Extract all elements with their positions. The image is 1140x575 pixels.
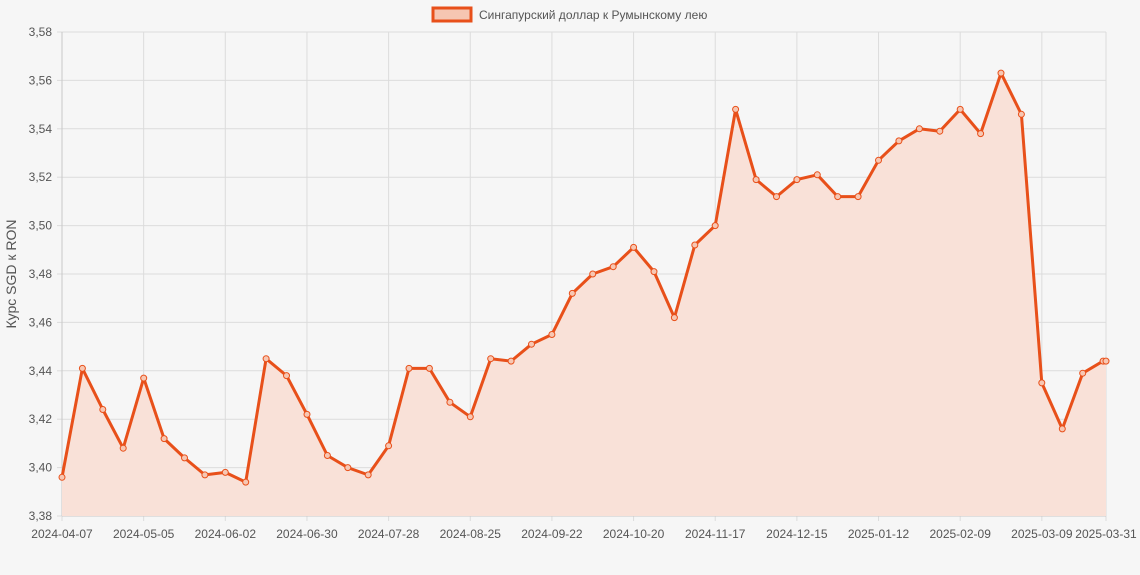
data-point [609, 263, 617, 271]
x-tick-label: 2024-08-25 [440, 527, 502, 541]
legend-label: Сингапурский доллар к Румынскому лею [479, 8, 707, 22]
data-point [977, 130, 985, 138]
data-point [181, 454, 188, 462]
legend[interactable]: Сингапурский доллар к Румынскому лею [431, 6, 707, 23]
data-point [303, 410, 311, 418]
y-tick-label: 3,38 [29, 509, 53, 523]
data-point [589, 270, 597, 278]
y-tick-label: 3,52 [29, 170, 53, 184]
series-layer [58, 69, 1110, 516]
y-tick-label: 3,56 [29, 73, 53, 87]
data-point [385, 442, 393, 450]
data-point [283, 372, 290, 380]
data-point [670, 314, 678, 322]
data-point [936, 127, 944, 135]
data-point [568, 289, 576, 297]
data-point [711, 222, 719, 230]
data-point [548, 331, 556, 338]
x-tick-label: 2025-03-31 [1075, 527, 1137, 541]
y-tick-label: 3,46 [29, 315, 53, 329]
data-point [487, 355, 495, 363]
x-tick-label: 2024-04-07 [31, 527, 93, 541]
data-point [1017, 110, 1025, 118]
x-tick-label: 2024-05-05 [113, 527, 175, 541]
data-point [201, 471, 209, 479]
y-tick-label: 3,50 [29, 219, 53, 233]
data-point [1102, 357, 1110, 365]
data-point [58, 473, 66, 481]
x-tick-label: 2024-11-17 [685, 527, 746, 541]
data-point [997, 69, 1005, 77]
data-point [364, 471, 372, 479]
x-tick-label: 2024-06-02 [195, 527, 257, 541]
data-point [813, 171, 821, 179]
data-point [773, 193, 780, 201]
data-point [1079, 369, 1087, 377]
data-point [691, 241, 699, 249]
data-point [344, 464, 352, 472]
data-point [956, 105, 964, 113]
legend-swatch [431, 6, 473, 23]
y-tick-label: 3,44 [29, 364, 53, 378]
data-point [405, 364, 413, 372]
x-tick-label: 2024-10-20 [603, 527, 665, 541]
data-point [78, 364, 86, 372]
data-point [854, 193, 862, 201]
x-tick-label: 2024-12-15 [766, 527, 828, 541]
y-tick-label: 3,40 [29, 461, 53, 475]
data-point [446, 398, 454, 406]
x-tick-label: 2025-03-09 [1011, 527, 1073, 541]
data-point [528, 340, 535, 348]
data-point [242, 478, 250, 486]
data-point [650, 268, 658, 276]
data-point [323, 452, 331, 459]
data-point [834, 193, 842, 201]
data-point [732, 105, 740, 113]
data-point [793, 176, 801, 184]
y-tick-label: 3,54 [29, 122, 53, 136]
data-point [160, 435, 168, 443]
data-point [895, 137, 903, 145]
x-tick-label: 2025-01-12 [848, 527, 910, 541]
data-point [630, 243, 638, 251]
data-point [466, 413, 474, 421]
data-point [915, 125, 923, 133]
series-area [62, 73, 1106, 516]
x-tick-label: 2025-02-09 [929, 527, 991, 541]
y-tick-label: 3,58 [29, 25, 53, 39]
y-axis-title: Курс SGD к RON [3, 219, 19, 328]
y-tick-label: 3,48 [29, 267, 53, 281]
data-point [1058, 425, 1066, 433]
data-point [752, 176, 760, 184]
data-point [262, 355, 270, 363]
x-tick-label: 2024-09-22 [521, 527, 583, 541]
data-point [425, 364, 433, 372]
data-point [221, 468, 229, 476]
x-tick-label: 2024-06-30 [276, 527, 338, 541]
data-point [875, 156, 882, 164]
data-point [1038, 379, 1046, 387]
data-point [507, 357, 515, 365]
y-tick-label: 3,42 [29, 412, 53, 426]
data-point [140, 374, 148, 382]
x-tick-label: 2024-07-28 [358, 527, 420, 541]
data-point [99, 406, 107, 413]
data-point [119, 444, 127, 452]
